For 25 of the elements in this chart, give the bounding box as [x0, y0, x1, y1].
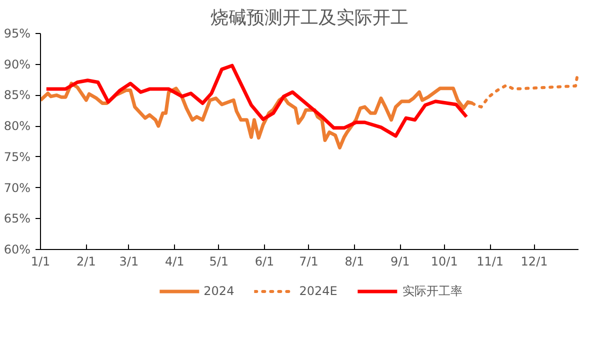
x-tick-label: 2/1 — [76, 254, 96, 268]
y-tick-label: 90% — [4, 57, 30, 72]
line-series — [44, 64, 468, 138]
y-tick-label: 85% — [4, 88, 30, 102]
x-tick-label: 9/1 — [390, 254, 410, 268]
x-tick-label: 4/1 — [164, 254, 184, 268]
x-tick-label: 5/1 — [209, 254, 229, 268]
legend-label: 2024E — [299, 284, 338, 298]
chart-title: 烧碱预测开工及实际开工 — [210, 8, 408, 28]
legend-label: 实际开工率 — [402, 282, 462, 300]
x-tick-label: 7/1 — [299, 254, 318, 268]
x-tick-label: 10/1 — [430, 254, 458, 268]
y-tick-label: 95% — [4, 26, 30, 40]
x-tick-label: 6/1 — [254, 254, 274, 268]
y-tick-label: 70% — [4, 180, 30, 195]
x-tick-label: 12/1 — [520, 254, 548, 268]
x-tick-label: 3/1 — [119, 254, 139, 268]
legend-label: 2024 — [204, 284, 234, 298]
y-tick-label: 65% — [4, 212, 30, 226]
y-tick-label: 80% — [4, 119, 30, 134]
y-tick-label: 60% — [4, 242, 30, 256]
y-tick-label: 75% — [4, 150, 30, 164]
x-tick-label: 11/1 — [476, 254, 504, 268]
x-tick-label: 8/1 — [344, 254, 364, 268]
x-tick-label: 1/1 — [30, 254, 50, 268]
